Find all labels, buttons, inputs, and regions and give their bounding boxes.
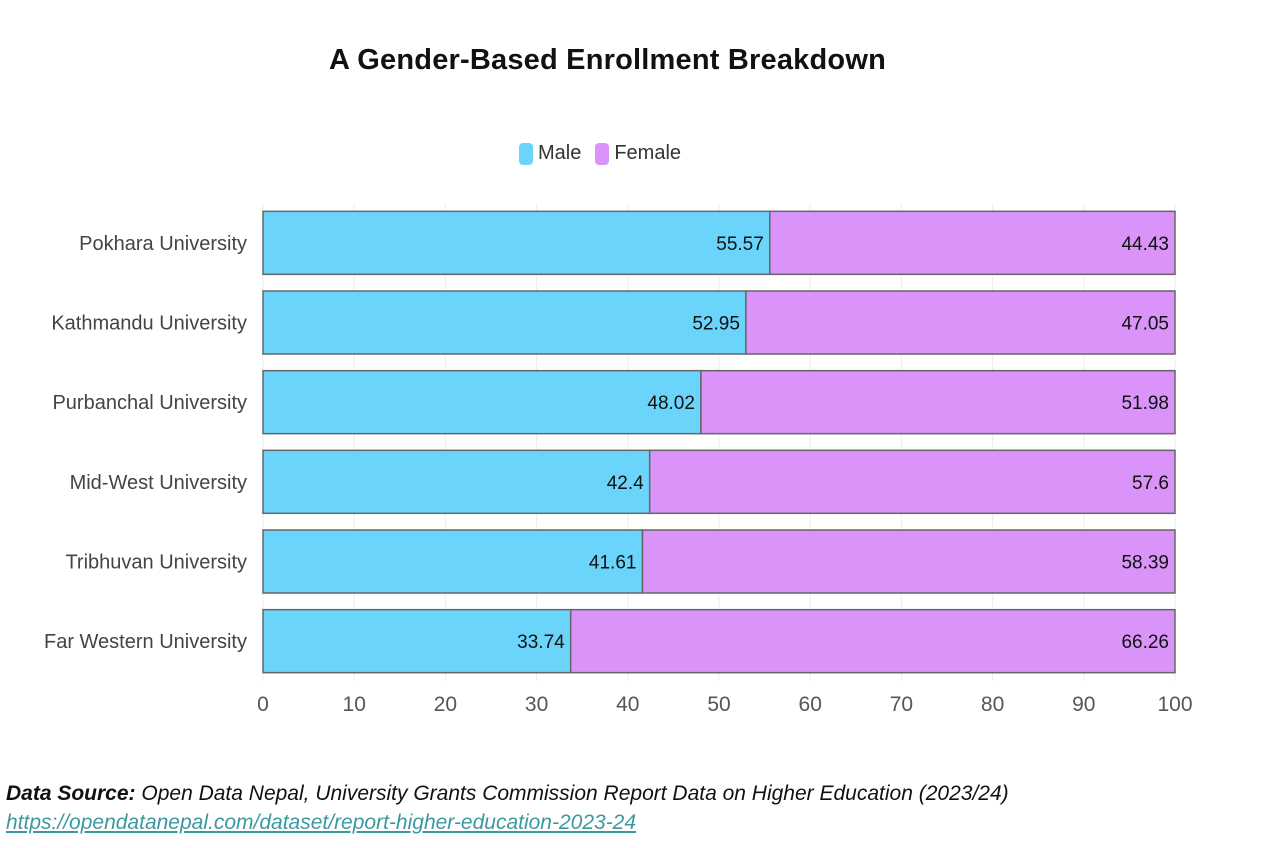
data-label-male-2: 48.02 [647,393,695,414]
data-label-female-2: 51.98 [1121,393,1169,414]
bar-female-1 [745,290,1176,355]
bar-male-3 [262,449,651,515]
legend-label-female: Female [614,142,682,164]
x-tick-label-0: 0 [257,693,269,716]
bar-female-2 [700,369,1176,435]
bar-chart: 0 10 20 30 40 50 60 70 80 90 100 Pokhara University… [44,203,1193,716]
category-label-2: Purbanchal University [52,392,247,414]
bar-female-0 [769,210,1176,276]
category-label-4: Tribhuvan University [65,552,247,574]
category-label-5: Far Western University [44,631,247,653]
legend-swatch-female [595,142,610,165]
bar-female-5 [569,608,1176,674]
data-label-female-0: 44.43 [1121,234,1169,255]
legend-label-male: Male [537,142,582,164]
data-label-female-3: 57.6 [1132,473,1169,494]
data-label-male-1: 52.95 [692,314,740,335]
data-label-female-5: 66.26 [1121,632,1169,653]
x-tick-label-6: 60 [799,693,822,716]
x-tick-label-8: 80 [981,693,1004,716]
x-tick-label-2: 20 [434,693,457,716]
category-label-1: Kathmandu University [51,313,247,335]
data-label-male-3: 42.4 [607,473,644,494]
legend-item-female[interactable]: Female [595,142,681,165]
x-tick-label-4: 40 [616,693,639,716]
x-tick-label-5: 50 [707,693,730,716]
bar-male-2 [262,369,702,435]
data-label-male-4: 41.61 [589,553,637,574]
legend: Male Female [0,142,1200,165]
x-tick-label-3: 30 [525,693,548,716]
bar-male-4 [262,529,644,594]
data-label-female-1: 47.05 [1121,314,1169,335]
data-label-male-5: 33.74 [517,632,565,653]
data-source-text: Open Data Nepal, University Grants Commi… [135,782,1009,805]
bar-male-5 [262,608,572,674]
data-source-label: Data Source: [6,782,136,805]
bar-male-0 [262,210,771,276]
chart-title: A Gender-Based Enrollment Breakdown [328,44,887,76]
category-label-3: Mid-West University [70,472,247,494]
bar-female-3 [648,449,1176,515]
data-source: Data Source: Open Data Nepal, University… [6,782,1009,806]
x-tick-label-10: 100 [1157,693,1192,716]
x-tick-label-9: 90 [1072,693,1095,716]
x-tick-label-7: 70 [890,693,913,716]
legend-swatch-male [518,142,533,165]
bar-female-4 [641,529,1176,594]
legend-item-male[interactable]: Male [518,142,582,165]
data-source-link[interactable]: https://opendatanepal.com/dataset/report… [6,811,637,834]
bar-male-1 [262,290,747,355]
x-tick-label-1: 10 [343,693,366,716]
data-label-male-0: 55.57 [716,234,764,255]
category-label-0: Pokhara University [79,233,247,255]
data-label-female-4: 58.39 [1121,553,1169,574]
